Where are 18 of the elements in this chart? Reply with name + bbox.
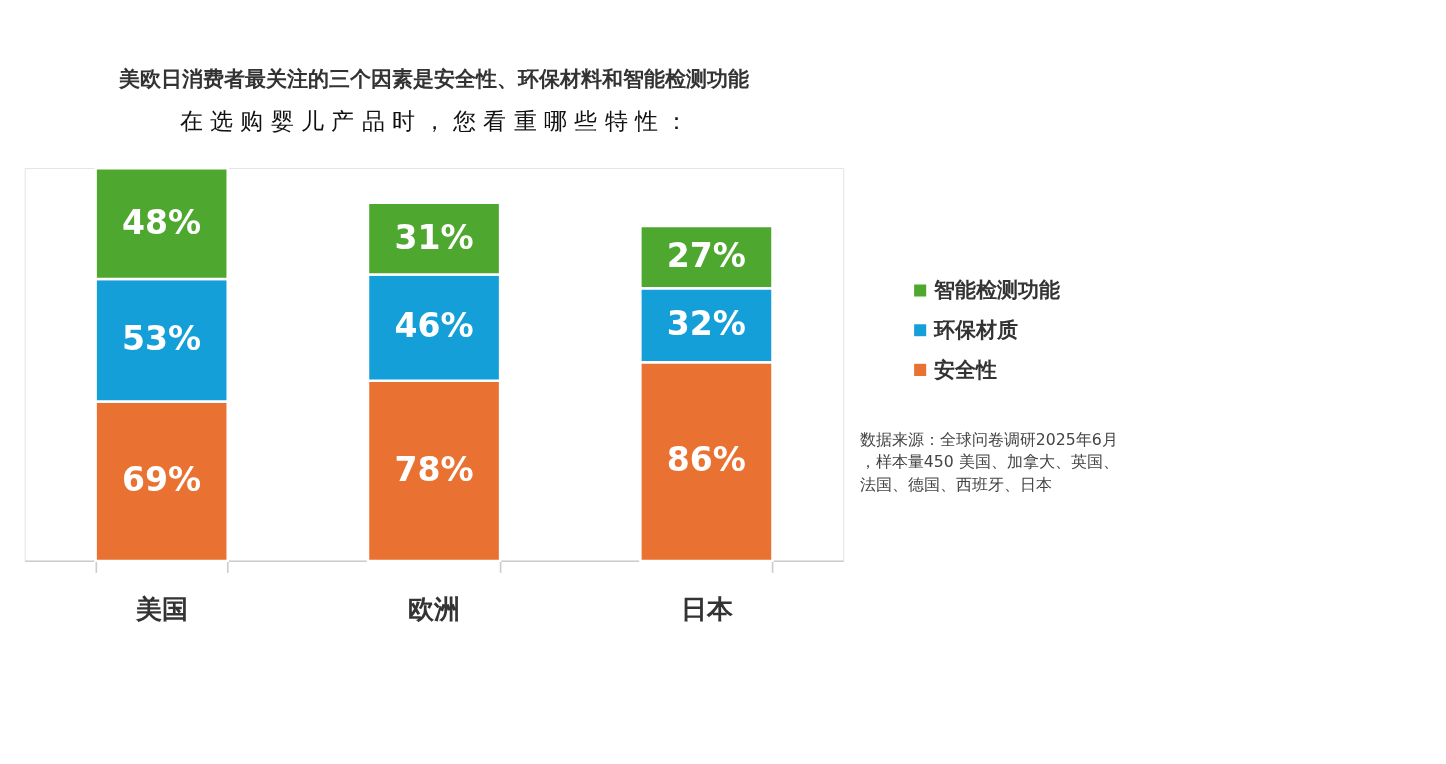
- legend-label: 智能检测功能: [933, 277, 1061, 303]
- legend-label: 安全性: [934, 356, 998, 382]
- data-label: 53%: [122, 319, 202, 359]
- x-tick-label: 日本: [680, 593, 734, 625]
- data-label: 31%: [394, 217, 474, 257]
- data-label: 48%: [122, 202, 202, 242]
- source-note: 数据来源：全球问卷调研2025年6月，样本量450 美国、加拿大、英国、法国、德国、西班牙、日本: [859, 430, 1119, 494]
- x-tick-label: 美国: [135, 593, 189, 625]
- legend-label: 环保材质: [933, 316, 1019, 342]
- data-label: 32%: [666, 304, 746, 344]
- data-label: 46%: [394, 306, 474, 346]
- data-label: 78%: [394, 449, 474, 489]
- x-tick-label: 欧洲: [408, 593, 461, 625]
- data-label: 69%: [122, 460, 202, 500]
- data-label: 27%: [666, 236, 746, 276]
- chart-title: 美欧日消费者最关注的三个因素是安全性、环保材料和智能检测功能: [118, 65, 750, 91]
- data-label: 86%: [666, 440, 746, 480]
- chart-subtitle: 在 选 购 婴 儿 产 品 时 ， 您 看 重 哪 些 特 性 ：: [179, 107, 689, 134]
